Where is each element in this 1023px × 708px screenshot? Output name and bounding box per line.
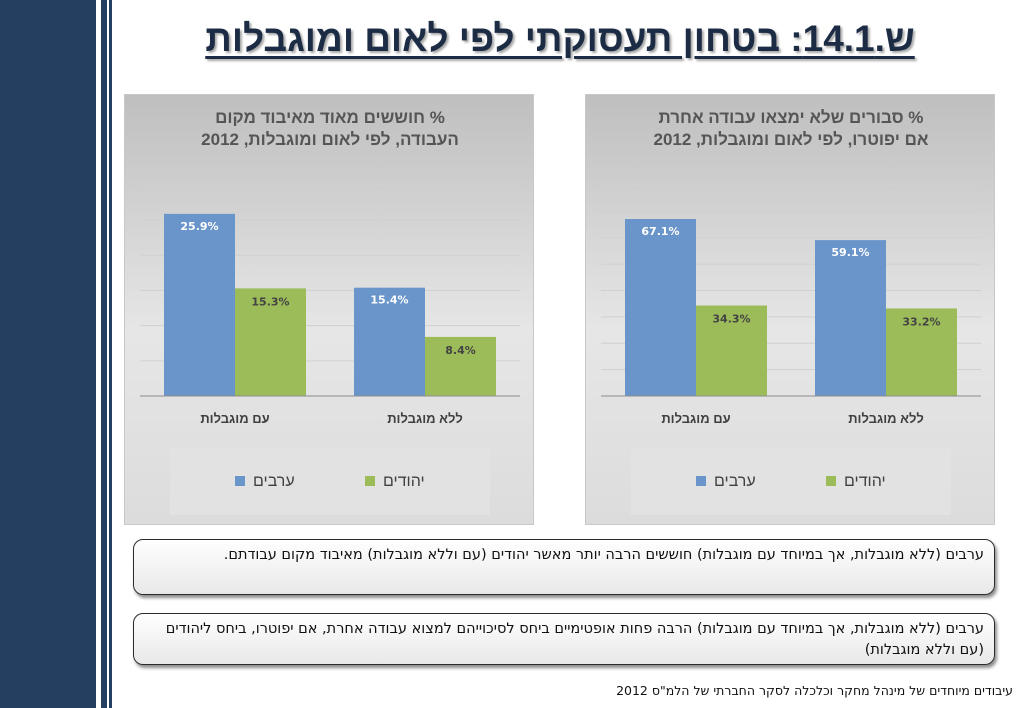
legend-swatch-jews xyxy=(365,476,375,486)
bar-jews-1 xyxy=(696,305,767,396)
data-label-jews-1: 15.3% xyxy=(251,295,289,308)
note-box-1: ערבים (ללא מוגבלות, אך במיוחד עם מוגבלות… xyxy=(133,539,995,595)
category-label-1: עם מוגבלות xyxy=(661,411,730,426)
legend-swatch-arabs xyxy=(696,476,706,486)
legend-label-jews: יהודים xyxy=(844,473,886,490)
category-label-2: ללא מוגבלות xyxy=(387,411,463,426)
bar-jews-2 xyxy=(886,308,957,396)
data-label-jews-2: 8.4% xyxy=(445,344,476,357)
data-label-arabs-1: 25.9% xyxy=(180,220,218,233)
bar-jews-2 xyxy=(425,336,496,396)
sidebar-stripe xyxy=(101,0,107,708)
chart-title-line-1: % סבורים שלא ימצאו עבודה אחרת xyxy=(659,108,924,127)
note-text-1: ערבים (ללא מוגבלות, אך במיוחד עם מוגבלות… xyxy=(223,547,984,563)
category-label-1: עם מוגבלות xyxy=(200,411,269,426)
legend-label-arabs: ערבים xyxy=(714,473,756,490)
legend-swatch-arabs xyxy=(235,476,245,486)
sidebar-stripe-thin xyxy=(109,0,112,708)
bar-arabs-1 xyxy=(164,213,235,396)
data-label-jews-2: 33.2% xyxy=(902,315,940,328)
legend-label-arabs: ערבים xyxy=(253,473,295,490)
chart-panel-find-other-job: % סבורים שלא ימצאו עבודה אחרת אם יפוטרו, … xyxy=(585,94,995,525)
data-label-arabs-2: 15.4% xyxy=(370,294,408,307)
legend-label-jews: יהודים xyxy=(383,473,425,490)
data-label-arabs-1: 67.1% xyxy=(641,225,679,238)
sidebar-band xyxy=(0,0,96,708)
category-label-2: ללא מוגבלות xyxy=(848,411,924,426)
chart-title-line-2: אם יפוטרו, לפי לאום ומוגבלות, 2012 xyxy=(654,130,929,149)
bar-arabs-1 xyxy=(625,219,696,396)
data-label-jews-1: 34.3% xyxy=(712,313,750,326)
bar-jews-1 xyxy=(235,288,306,396)
data-label-arabs-2: 59.1% xyxy=(831,246,869,259)
bar-arabs-2 xyxy=(815,240,886,396)
slide-title: ש.14.1: בטחון תעסוקתי לפי לאום ומוגבלות xyxy=(205,18,915,59)
note-box-2: ערבים (ללא מוגבלות, אך במיוחד עם מוגבלות… xyxy=(133,613,995,665)
chart-find-other-job: % סבורים שלא ימצאו עבודה אחרת אם יפוטרו, … xyxy=(601,108,981,515)
chart-fear-job-loss: % חוששים מאוד מאיבוד מקום העבודה, לפי לאו… xyxy=(140,108,520,515)
source-footnote: עיבודים מיוחדים של מינהל מחקר וכלכלה לסק… xyxy=(616,683,1013,698)
chart-title-line-2: העבודה, לפי לאום ומוגבלות, 2012 xyxy=(201,130,459,149)
legend-swatch-jews xyxy=(826,476,836,486)
legend-box xyxy=(631,448,951,515)
chart-title-line-1: % חוששים מאוד מאיבוד מקום xyxy=(215,108,445,127)
legend-box xyxy=(170,448,490,515)
bar-arabs-2 xyxy=(354,287,425,396)
note-text-2: ערבים (ללא מוגבלות, אך במיוחד עם מוגבלות… xyxy=(165,621,984,658)
chart-panel-fear-job-loss: % חוששים מאוד מאיבוד מקום העבודה, לפי לאו… xyxy=(124,94,534,525)
